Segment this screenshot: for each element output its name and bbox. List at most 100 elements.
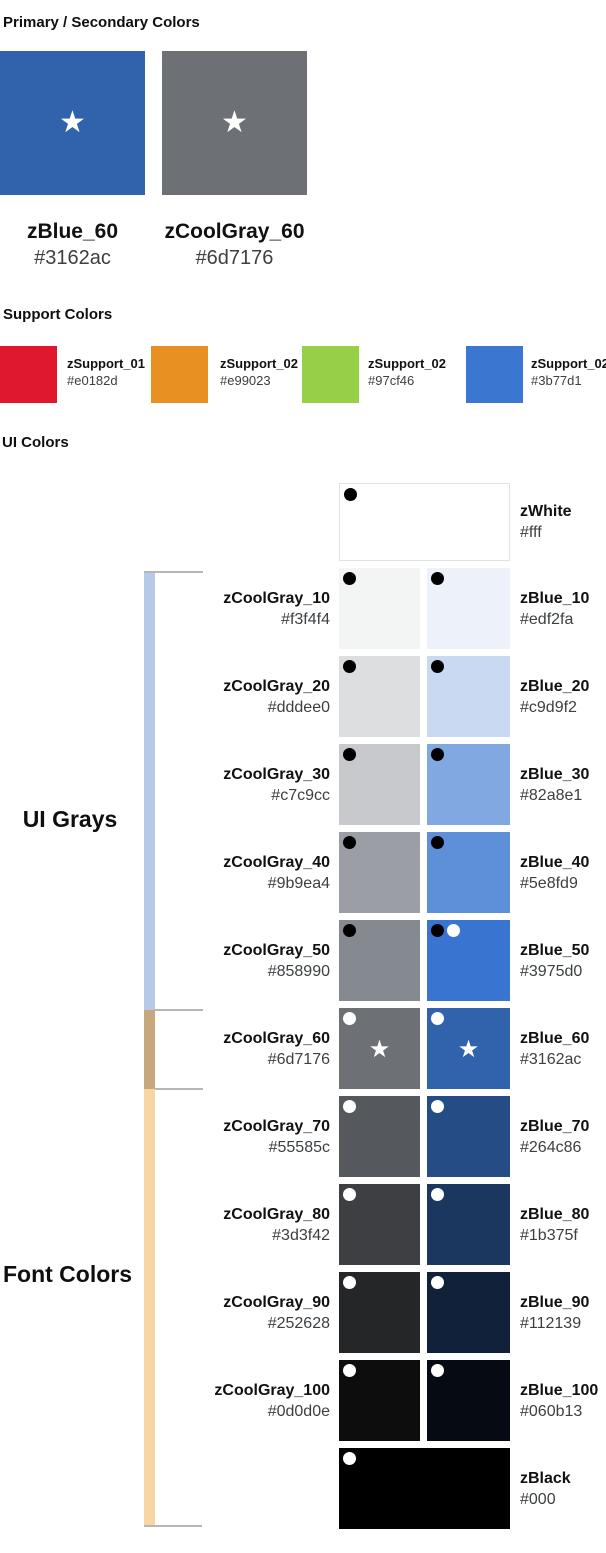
star-icon: ★ [221,105,248,140]
ui-grays-bracket-bar [144,573,155,1010]
swatch-name: zSupport_01 [67,356,146,371]
swatch-label-zcoolgray_70: zCoolGray_70 #55585c [120,1116,330,1158]
swatch-zcoolgray_40 [339,832,420,913]
support-swatch-3 [302,346,359,403]
swatch-hex: #5e8fd9 [520,874,578,892]
black-dot-icon [431,660,444,673]
star-icon: ★ [59,105,86,140]
swatch-hex: #112139 [520,1314,582,1332]
swatch-hex: #6d7176 [267,1050,330,1068]
swatch-zwhite [339,483,510,561]
swatch-name: zBlue_90 [520,1293,590,1311]
swatch-zcoolgray_20 [339,656,420,737]
support-swatch-4 [466,346,523,403]
swatch-zblue_90 [427,1272,510,1353]
swatch-label-zblue_60: zBlue_60 #3162ac [520,1028,606,1070]
swatch-label-zcoolgray_60: zCoolGray_60 #6d7176 [120,1028,330,1070]
swatch-label-zblue_10: zBlue_10 #edf2fa [520,588,606,630]
black-dot-icon [431,572,444,585]
section-title-ui-colors: UI Colors [2,434,69,451]
secondary-swatch-name: zCoolGray_60 [164,220,305,243]
swatch-hex: #1b375f [520,1226,578,1244]
black-dot-icon [343,572,356,585]
primary-swatch-zblue-60: ★ [0,51,145,195]
black-dot-icon [431,924,444,937]
swatch-name: zBlue_10 [520,589,590,607]
swatch-zblue_40 [427,832,510,913]
white-dot-icon [431,1012,444,1025]
white-dot-icon [431,1188,444,1201]
swatch-zblue_60: ★ [427,1008,510,1089]
swatch-hex: #c7c9cc [271,786,330,804]
secondary-swatch-hex: #6d7176 [195,247,274,269]
white-dot-icon [431,1364,444,1377]
swatch-name: zCoolGray_100 [214,1381,330,1399]
black-dot-icon [344,488,357,501]
swatch-label-zblue_100: zBlue_100 #060b13 [520,1380,606,1422]
swatch-hex: #dddee0 [267,698,330,716]
white-dot-icon [343,1364,356,1377]
swatch-zblue_20 [427,656,510,737]
swatch-label-zcoolgray_40: zCoolGray_40 #9b9ea4 [120,852,330,894]
swatch-hex: #f3f4f4 [281,610,330,628]
swatch-hex: #e0182d [67,373,118,388]
swatch-zblue_80 [427,1184,510,1265]
swatch-hex: #82a8e1 [520,786,583,804]
white-dot-icon [343,1100,356,1113]
swatch-zcoolgray_50 [339,920,420,1001]
swatch-label-zblue_90: zBlue_90 #112139 [520,1292,606,1334]
swatch-name: zBlue_50 [520,941,590,959]
swatch-name: zSupport_02 [368,356,447,371]
swatch-name: zCoolGray_70 [223,1117,330,1135]
section-title-primary-secondary: Primary / Secondary Colors [3,14,200,31]
swatch-hex: #e99023 [220,373,271,388]
star-icon: ★ [368,1034,391,1063]
bracket-overlap-bar [144,1010,155,1089]
white-dot-icon [431,1276,444,1289]
swatch-hex: #c9d9f2 [520,698,577,716]
swatch-label-zcoolgray_80: zCoolGray_80 #3d3f42 [120,1204,330,1246]
swatch-name: zSupport_02 [531,356,606,371]
swatch-name: zBlue_80 [520,1205,590,1223]
swatch-label-zblue_40: zBlue_40 #5e8fd9 [520,852,606,894]
swatch-name: zCoolGray_90 [223,1293,330,1311]
white-dot-icon [343,1276,356,1289]
swatch-name: zSupport_02 [220,356,299,371]
swatch-name: zBlue_100 [520,1381,599,1399]
swatch-label-zblack: zBlack #000 [520,1468,606,1510]
bracket-line-middle-1 [155,1009,203,1011]
bracket-line-top [144,571,203,573]
swatch-zcoolgray_100 [339,1360,420,1441]
swatch-zcoolgray_30 [339,744,420,825]
swatch-zcoolgray_10 [339,568,420,649]
black-dot-icon [343,924,356,937]
swatch-name: zCoolGray_10 [223,589,330,607]
font-colors-bracket-bar [144,1089,155,1526]
swatch-hex: #fff [520,524,542,541]
swatch-zblue_30 [427,744,510,825]
bracket-line-middle-2 [155,1088,203,1090]
swatch-zblue_10 [427,568,510,649]
swatch-label-zcoolgray_90: zCoolGray_90 #252628 [120,1292,330,1334]
swatch-name: zBlue_60 [520,1029,590,1047]
swatch-hex: #0d0d0e [267,1402,330,1420]
swatch-label-zcoolgray_30: zCoolGray_30 #c7c9cc [120,764,330,806]
swatch-zcoolgray_80 [339,1184,420,1265]
black-dot-icon [431,748,444,761]
swatch-hex: #9b9ea4 [267,874,330,892]
swatch-hex: #edf2fa [520,610,574,628]
secondary-swatch-zcoolgray-60: ★ [162,51,307,195]
swatch-zblack [339,1448,510,1529]
black-dot-icon [343,660,356,673]
swatch-name: zCoolGray_40 [223,853,330,871]
support-label-2: zSupport_02 #e99023 [220,355,298,389]
support-swatch-2 [151,346,208,403]
swatch-name: zBlack [520,1469,571,1487]
support-swatch-1 [0,346,57,403]
swatch-label-zblue_80: zBlue_80 #1b375f [520,1204,606,1246]
swatch-label-zwhite: zWhite #fff [520,501,606,543]
swatch-name: zCoolGray_30 [223,765,330,783]
swatch-name: zCoolGray_60 [223,1029,330,1047]
group-label-font-colors: Font Colors [2,1261,133,1287]
